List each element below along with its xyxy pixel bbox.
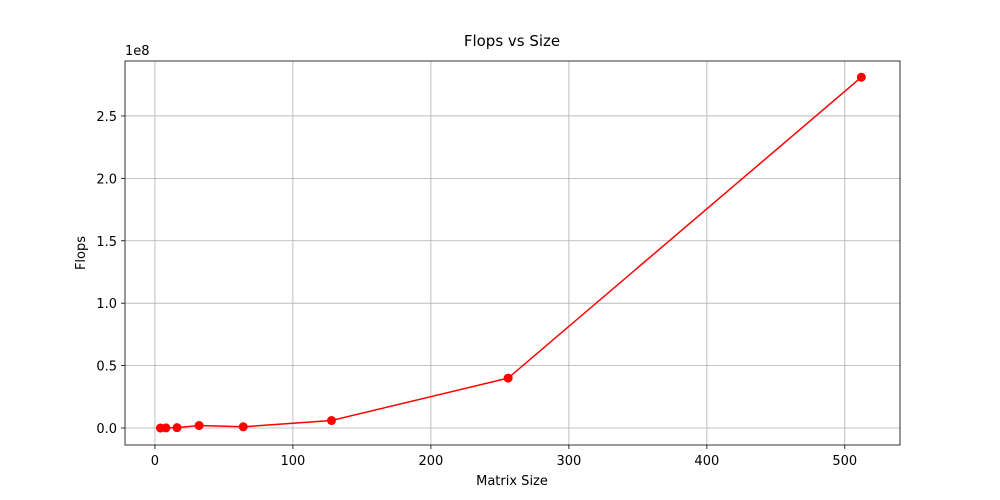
point: [238, 422, 248, 432]
point: [172, 423, 182, 433]
point: [503, 373, 513, 383]
point: [194, 421, 204, 431]
y-tick-label: 1.5: [96, 235, 117, 250]
point: [161, 423, 171, 433]
y-tick-label: 0.0: [96, 422, 117, 437]
y-axis-label: Flops: [74, 236, 89, 270]
x-tick-label: 200: [418, 454, 443, 469]
chart-title: Flops vs Size: [464, 32, 560, 50]
point: [856, 72, 866, 82]
y-tick-label: 1.0: [96, 297, 117, 312]
y-tick-label: 2.5: [96, 110, 117, 125]
x-tick-label: 300: [556, 454, 581, 469]
x-tick-label: 0: [151, 454, 159, 469]
x-axis-label: Matrix Size: [476, 474, 548, 489]
y-tick-label: 2.0: [96, 172, 117, 187]
plot-frame: [124, 60, 901, 446]
point: [327, 416, 337, 426]
y-tick-label: 0.5: [96, 360, 117, 375]
x-tick-label: 100: [281, 454, 306, 469]
y-offset-label: 1e8: [125, 44, 150, 59]
x-tick-label: 400: [694, 454, 719, 469]
x-tick-label: 500: [832, 454, 857, 469]
